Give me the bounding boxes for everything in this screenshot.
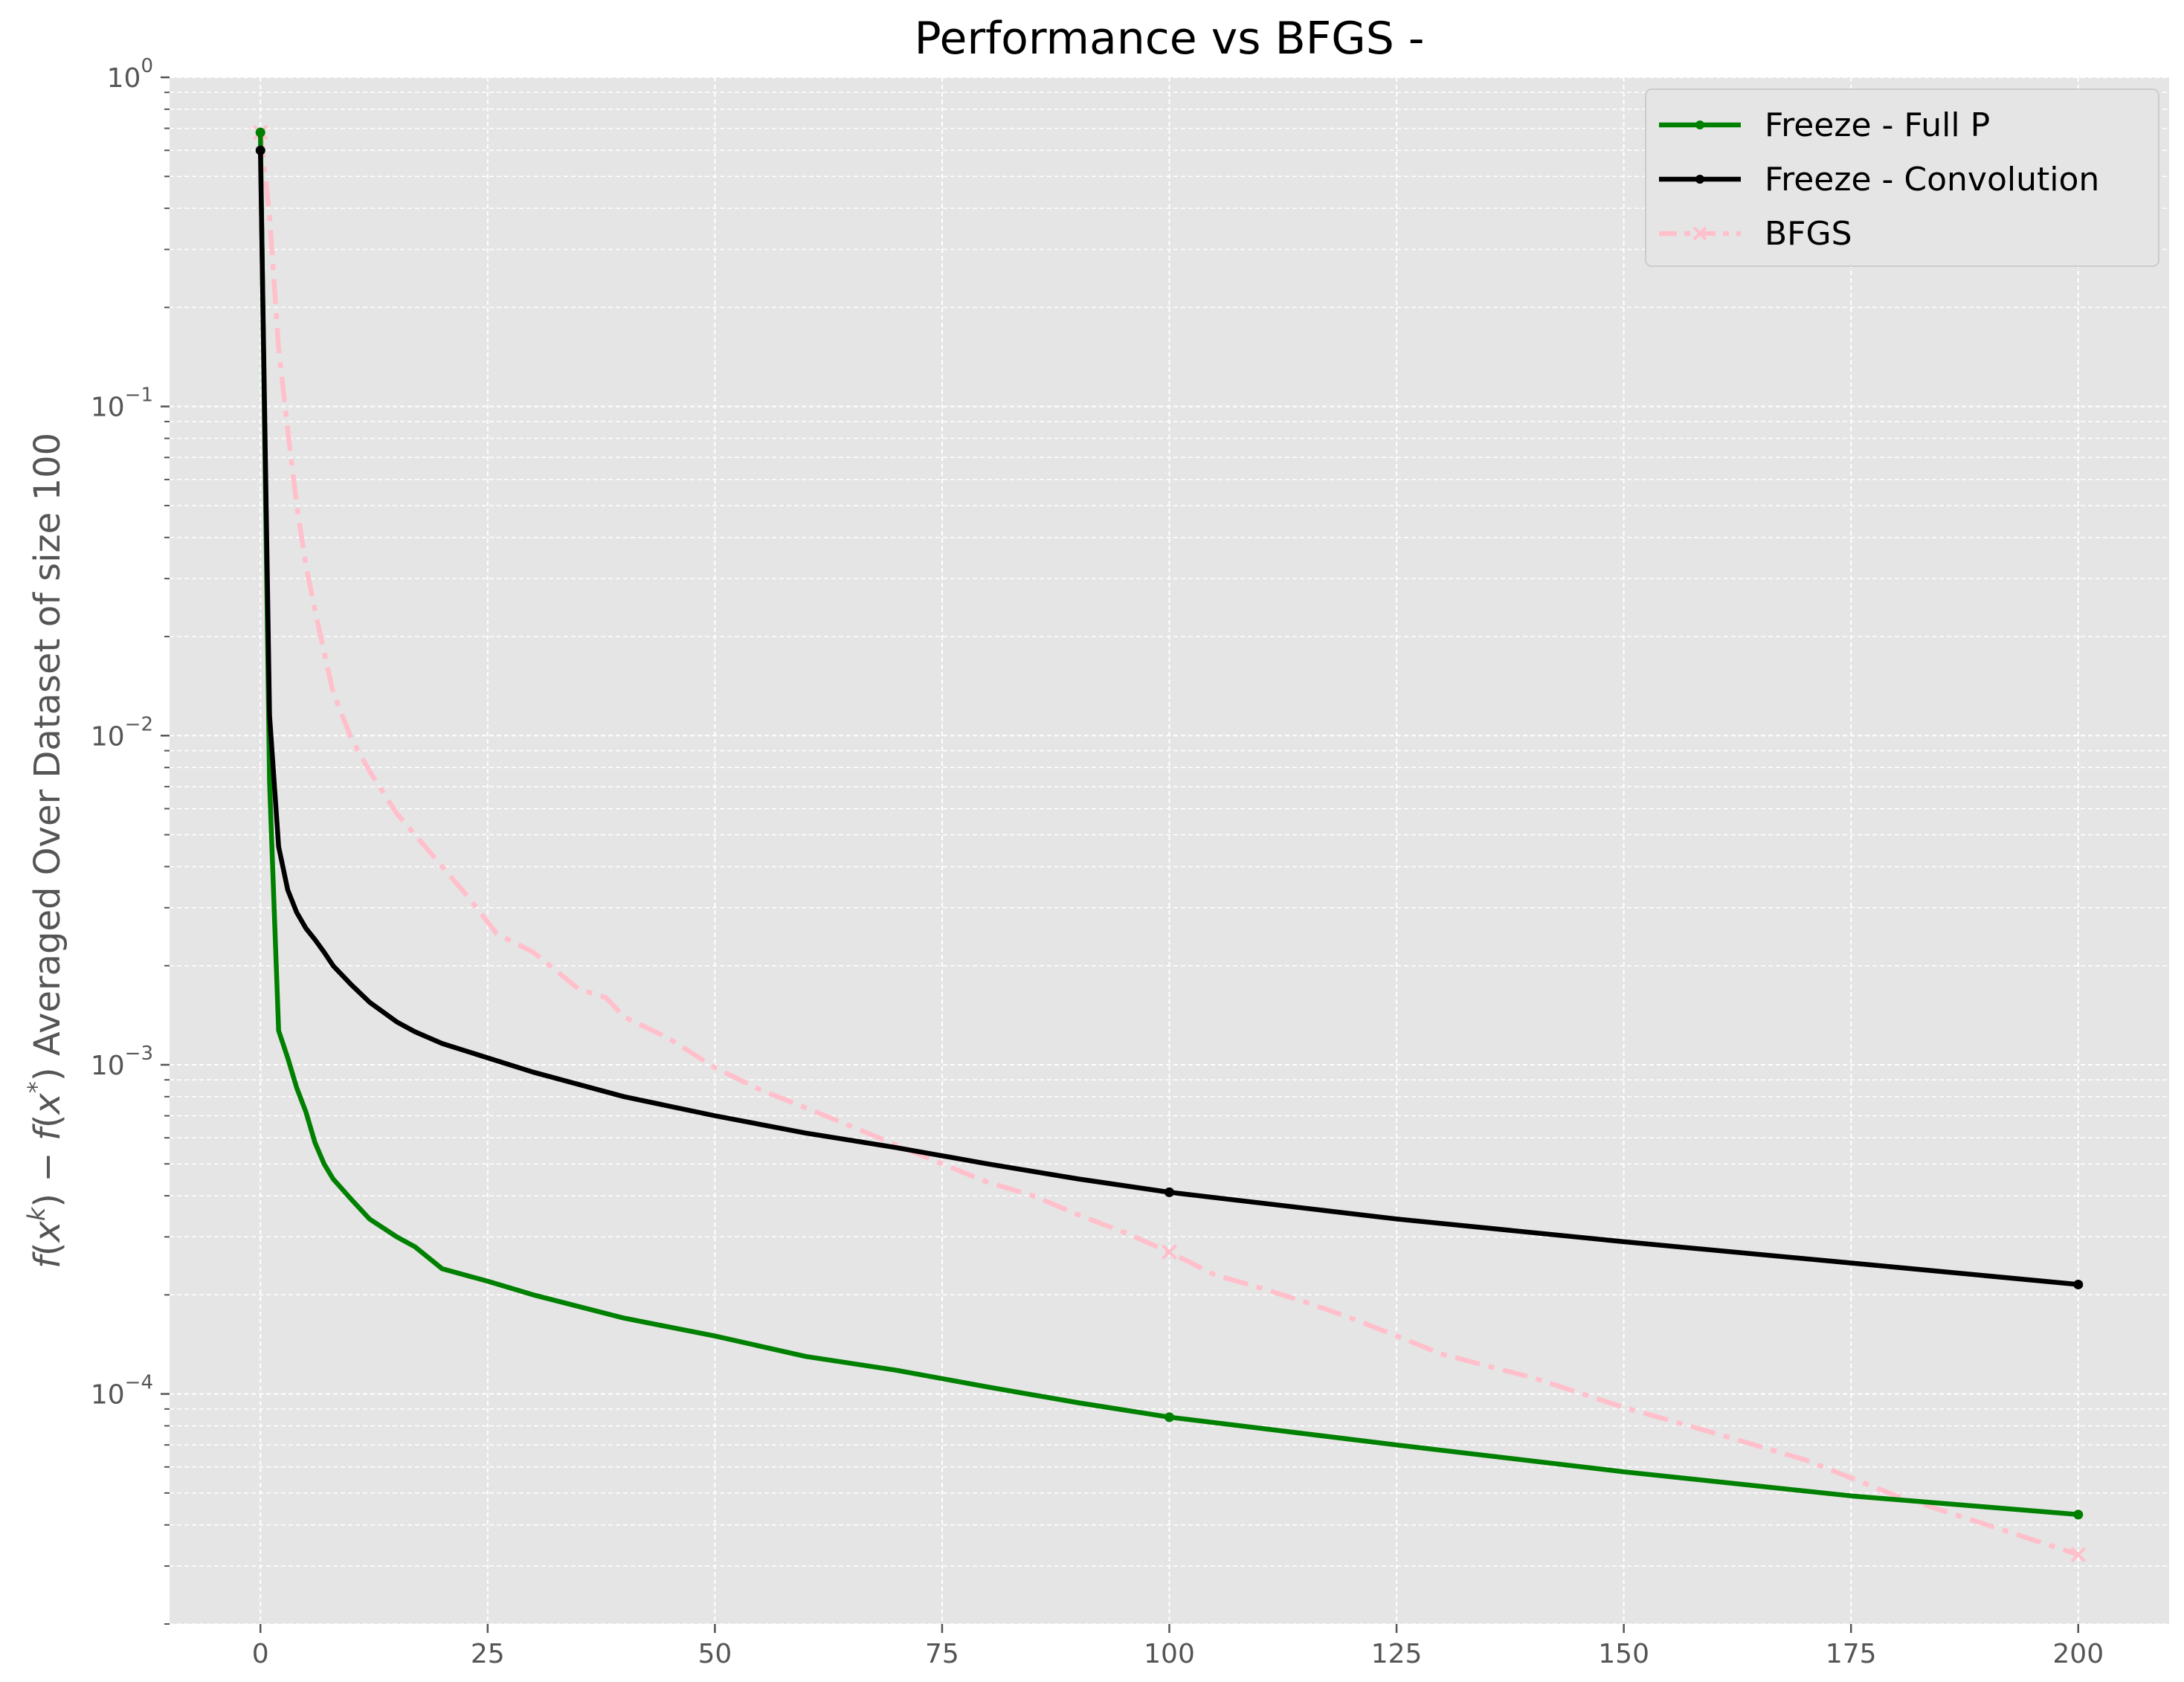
y-tick-label-base: 10 — [107, 63, 141, 94]
x-tick-label: 75 — [925, 1639, 959, 1669]
x-tick-label: 0 — [252, 1639, 269, 1669]
y-tick-label: 10−1 — [91, 384, 153, 423]
y-label-sup1: k — [22, 1206, 51, 1221]
marker-stroke — [1162, 1244, 1177, 1260]
y-tick-label: 10−2 — [91, 713, 153, 752]
y-label-x2: x — [27, 1092, 68, 1115]
y-tick-label-base: 10 — [91, 393, 125, 423]
series-point-bfgs — [1162, 1244, 1177, 1260]
y-label-close1: ) — [27, 1193, 68, 1208]
x-tick-label: 150 — [1598, 1639, 1649, 1669]
legend-label-freeze-full-p: Freeze - Full P — [1765, 106, 1990, 144]
legend: Freeze - Full P Freeze - Convolution BFGS — [1645, 88, 2159, 267]
grid-lines — [170, 77, 2169, 1625]
y-axis-label: f(xk) − f(x*) Averaged Over Dataset of s… — [22, 433, 68, 1269]
legend-marker-freeze-full-p — [1695, 120, 1704, 129]
y-label-open2: ( — [27, 1114, 68, 1128]
x-tick-label: 25 — [471, 1639, 505, 1669]
x-tick-label: 125 — [1371, 1639, 1423, 1669]
series-point-freeze-convolution — [255, 145, 265, 155]
y-tick-label-base: 10 — [91, 1051, 125, 1081]
legend-label-freeze-convolution: Freeze - Convolution — [1765, 161, 2099, 199]
y-tick-label-exponent: −1 — [125, 384, 153, 407]
series-point-freeze-convolution — [1165, 1187, 1174, 1197]
x-axis: 0 25 50 75 100 125 150 175 200 — [252, 1624, 2104, 1669]
y-label-sup2: * — [22, 1081, 51, 1093]
x-tick-label: 175 — [1826, 1639, 1877, 1669]
series-layer — [252, 124, 2087, 1563]
y-tick-label-exponent: −4 — [125, 1372, 153, 1394]
series-point-freeze-full-p — [1165, 1412, 1174, 1422]
y-tick-label: 100 — [107, 55, 153, 94]
series-point-freeze-full-p — [255, 127, 265, 138]
y-label-close2: ) — [27, 1067, 68, 1081]
y-tick-label-base: 10 — [91, 1380, 125, 1411]
legend-box — [1645, 88, 2159, 267]
y-tick-label-exponent: 0 — [141, 55, 153, 77]
y-label-x1: x — [27, 1221, 68, 1244]
series-line-bfgs — [257, 132, 2079, 1557]
x-tick-label: 200 — [2052, 1639, 2104, 1669]
y-label-minus: − — [27, 1141, 68, 1193]
y-label-open1: ( — [27, 1243, 68, 1257]
series-line-freeze-full-p — [257, 132, 2079, 1518]
series-line-freeze-convolution — [257, 150, 2079, 1287]
x-tick-label: 100 — [1144, 1639, 1195, 1669]
y-tick-label-base: 10 — [91, 721, 125, 752]
series-point-freeze-full-p — [2073, 1509, 2084, 1520]
series-point-bfgs — [2070, 1547, 2087, 1563]
y-tick-label: 10−4 — [91, 1372, 153, 1411]
series-point-freeze-convolution — [2073, 1279, 2084, 1289]
marker-stroke — [2070, 1547, 2087, 1563]
legend-label-bfgs: BFGS — [1765, 215, 1852, 253]
y-tick-label: 10−3 — [91, 1043, 153, 1081]
legend-marker-bfgs — [1692, 226, 1707, 241]
y-tick-label-exponent: −3 — [125, 1043, 153, 1065]
x-tick-label: 50 — [698, 1639, 732, 1669]
y-tick-label-exponent: −2 — [125, 713, 153, 735]
legend-marker-freeze-convolution — [1695, 175, 1704, 184]
y-label-rest: Averaged Over Dataset of size 100 — [27, 433, 68, 1068]
chart-title: Performance vs BFGS - — [914, 13, 1424, 65]
